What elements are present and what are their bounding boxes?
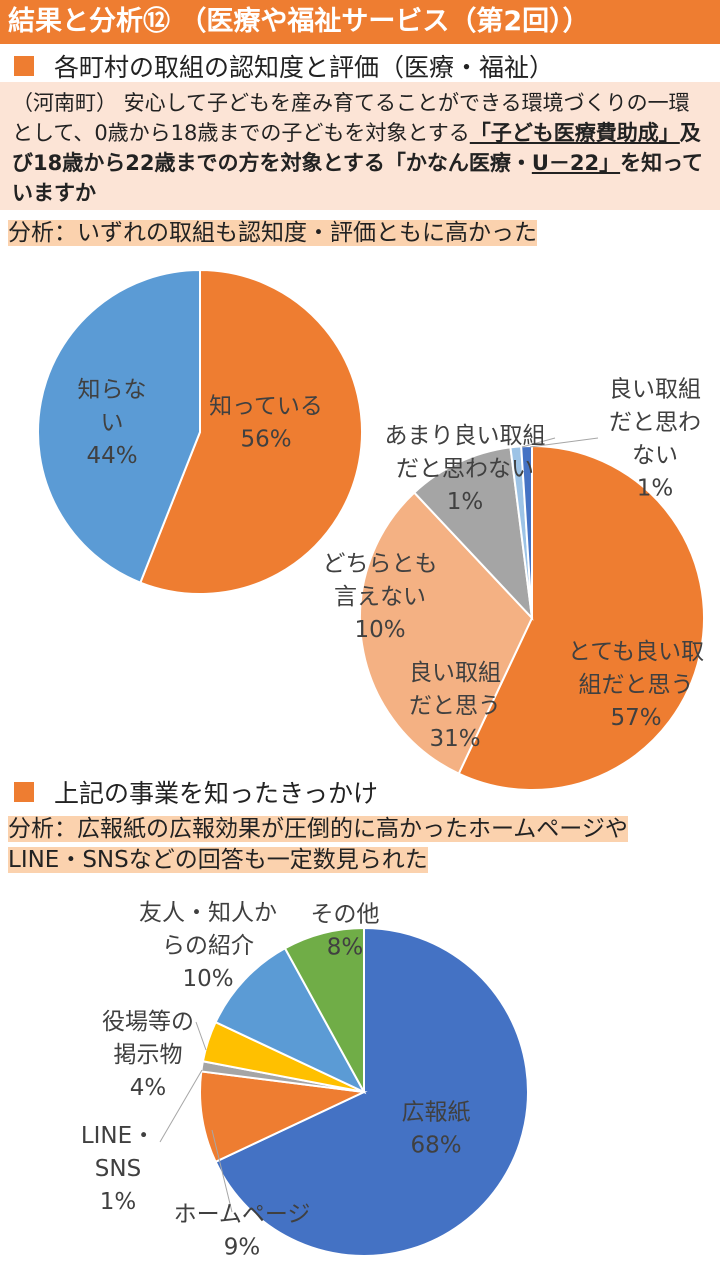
pie3-leader-line (211, 1129, 233, 1213)
bullet-square-icon (14, 782, 34, 802)
pie1-slice (139, 268, 363, 595)
analysis-text-1: 分析：いずれの取組も認知度・評価ともに高かった (8, 220, 537, 246)
analysis-text-2: 分析：広報紙の広報効果が圧倒的に高かったホームページや LINE・SNSなどの回… (8, 816, 628, 873)
pie2-slice (359, 491, 534, 775)
section-heading-text: 各町村の取組の認知度と評価（医療・福祉） (54, 53, 555, 82)
section-heading-trigger: 上記の事業を知ったきっかけ (14, 774, 378, 810)
pie2-slice-label: あまり良い取組だと思わない 1% (385, 423, 546, 515)
pie3-leader-line (159, 1069, 203, 1143)
pie2-slice (457, 444, 706, 791)
pie2-slice-label: とても良い取組だと思う 57% (568, 639, 704, 731)
pie2-slice (412, 446, 534, 621)
pie1-slice-label: 知らない 44% (78, 377, 147, 469)
pie3-slice (283, 926, 365, 1093)
pie3-slice-label: その他 8% (311, 902, 380, 961)
pie3-slice-label: 広報紙 68% (402, 1100, 471, 1159)
pie3-slice-label: LINE・ SNS 1% (81, 1123, 155, 1215)
pie3-slice (214, 926, 529, 1257)
pie2-slice-label: 良い取組だと思わない 1% (609, 377, 701, 502)
section-heading-text: 上記の事業を知ったきっかけ (54, 779, 379, 808)
bullet-square-icon (14, 56, 34, 76)
pie2-leader-line (529, 437, 599, 448)
pie1-slice (37, 268, 201, 584)
pie3-slice-label: ホームページ 9% (174, 1202, 311, 1261)
pie3-slice-label: 役場等の掲示物 4% (102, 1009, 194, 1101)
pie3-slice-label: 友人・知人からの紹介 10% (139, 900, 277, 992)
section-heading-awareness: 各町村の取組の認知度と評価（医療・福祉） (14, 48, 554, 84)
pie2-slice-label: 良い取組だと思う 31% (409, 660, 501, 752)
question-text: （河南町） 安心して子どもを産み育てることができる環境づくりの一環として、0歳か… (0, 82, 720, 210)
pie2-slice-label: どちらとも言えない 10% (323, 551, 438, 643)
pie3-slice (199, 1070, 368, 1164)
pie3-leader-line (195, 1021, 207, 1051)
pie1-slice-label: 知っている 56% (209, 394, 323, 453)
page-title: 結果と分析⑫ （医療や福祉サービス（第2回）） (0, 0, 720, 44)
pie3-slice (214, 946, 367, 1095)
pie2-leader-line (521, 437, 556, 448)
